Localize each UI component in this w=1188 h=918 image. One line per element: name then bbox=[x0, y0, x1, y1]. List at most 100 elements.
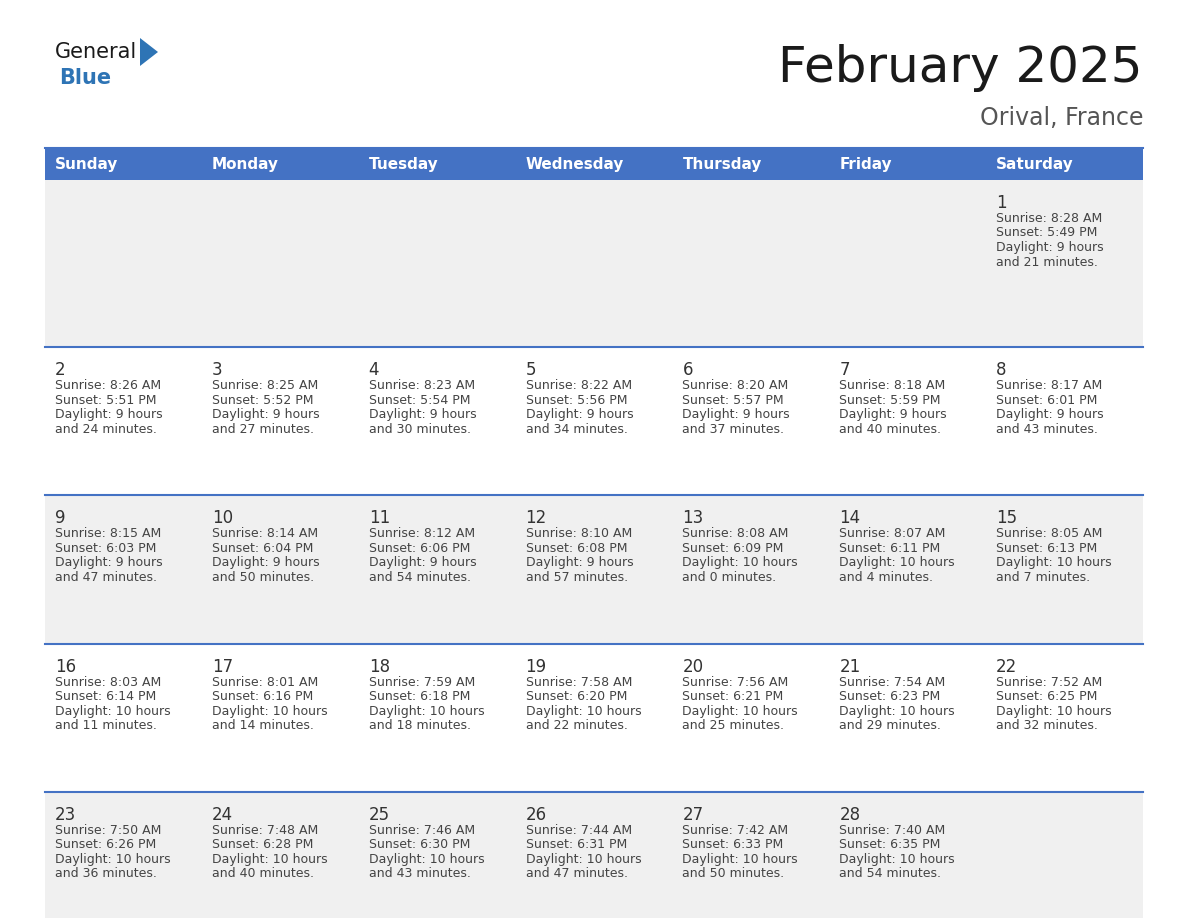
Text: 24: 24 bbox=[211, 806, 233, 823]
Text: Daylight: 9 hours: Daylight: 9 hours bbox=[525, 409, 633, 421]
Text: Daylight: 10 hours: Daylight: 10 hours bbox=[368, 853, 485, 866]
Text: and 29 minutes.: and 29 minutes. bbox=[839, 719, 941, 732]
Text: 22: 22 bbox=[997, 657, 1017, 676]
Bar bbox=[516, 496, 672, 644]
Text: and 11 minutes.: and 11 minutes. bbox=[55, 719, 157, 732]
Text: 17: 17 bbox=[211, 657, 233, 676]
Text: and 47 minutes.: and 47 minutes. bbox=[525, 868, 627, 880]
Text: 21: 21 bbox=[839, 657, 860, 676]
Text: and 50 minutes.: and 50 minutes. bbox=[211, 571, 314, 584]
Text: Daylight: 9 hours: Daylight: 9 hours bbox=[368, 409, 476, 421]
Text: Sunset: 6:11 PM: Sunset: 6:11 PM bbox=[839, 542, 941, 554]
Text: Daylight: 10 hours: Daylight: 10 hours bbox=[839, 853, 955, 866]
Text: Sunset: 6:06 PM: Sunset: 6:06 PM bbox=[368, 542, 470, 554]
Text: and 4 minutes.: and 4 minutes. bbox=[839, 571, 934, 584]
Text: and 40 minutes.: and 40 minutes. bbox=[211, 868, 314, 880]
Bar bbox=[359, 644, 516, 792]
Text: Daylight: 9 hours: Daylight: 9 hours bbox=[368, 556, 476, 569]
Text: and 27 minutes.: and 27 minutes. bbox=[211, 422, 314, 436]
Text: Sunset: 6:23 PM: Sunset: 6:23 PM bbox=[839, 690, 941, 703]
Text: Sunrise: 7:46 AM: Sunrise: 7:46 AM bbox=[368, 823, 475, 837]
Text: and 54 minutes.: and 54 minutes. bbox=[839, 868, 941, 880]
Text: Sunrise: 7:59 AM: Sunrise: 7:59 AM bbox=[368, 676, 475, 688]
Text: Sunrise: 8:17 AM: Sunrise: 8:17 AM bbox=[997, 379, 1102, 392]
Text: February 2025: February 2025 bbox=[778, 44, 1143, 92]
Text: Sunset: 6:25 PM: Sunset: 6:25 PM bbox=[997, 690, 1098, 703]
Text: 23: 23 bbox=[55, 806, 76, 823]
Text: Daylight: 9 hours: Daylight: 9 hours bbox=[997, 409, 1104, 421]
Text: Thursday: Thursday bbox=[682, 156, 762, 172]
Text: Wednesday: Wednesday bbox=[525, 156, 624, 172]
Text: Sunset: 6:33 PM: Sunset: 6:33 PM bbox=[682, 838, 784, 851]
Bar bbox=[45, 496, 202, 644]
Text: Sunset: 6:08 PM: Sunset: 6:08 PM bbox=[525, 542, 627, 554]
Text: Sunset: 5:49 PM: Sunset: 5:49 PM bbox=[997, 227, 1098, 240]
Text: and 34 minutes.: and 34 minutes. bbox=[525, 422, 627, 436]
Text: 4: 4 bbox=[368, 361, 379, 379]
Text: Sunset: 6:20 PM: Sunset: 6:20 PM bbox=[525, 690, 627, 703]
Text: Sunrise: 8:20 AM: Sunrise: 8:20 AM bbox=[682, 379, 789, 392]
Text: Daylight: 10 hours: Daylight: 10 hours bbox=[682, 853, 798, 866]
Text: Sunset: 6:30 PM: Sunset: 6:30 PM bbox=[368, 838, 470, 851]
Text: Daylight: 9 hours: Daylight: 9 hours bbox=[839, 409, 947, 421]
Bar bbox=[672, 347, 829, 496]
Polygon shape bbox=[140, 38, 158, 66]
Text: Sunset: 6:28 PM: Sunset: 6:28 PM bbox=[211, 838, 314, 851]
Bar bbox=[202, 347, 359, 496]
Text: and 25 minutes.: and 25 minutes. bbox=[682, 719, 784, 732]
Bar bbox=[359, 180, 516, 347]
Text: Sunset: 6:31 PM: Sunset: 6:31 PM bbox=[525, 838, 627, 851]
Text: Sunrise: 8:07 AM: Sunrise: 8:07 AM bbox=[839, 528, 946, 541]
Bar bbox=[202, 180, 359, 347]
Bar bbox=[672, 180, 829, 347]
Text: Daylight: 10 hours: Daylight: 10 hours bbox=[211, 853, 328, 866]
Text: Sunset: 6:03 PM: Sunset: 6:03 PM bbox=[55, 542, 157, 554]
Bar bbox=[516, 180, 672, 347]
Text: Sunset: 6:04 PM: Sunset: 6:04 PM bbox=[211, 542, 314, 554]
Text: and 14 minutes.: and 14 minutes. bbox=[211, 719, 314, 732]
Text: and 0 minutes.: and 0 minutes. bbox=[682, 571, 777, 584]
Text: Daylight: 10 hours: Daylight: 10 hours bbox=[682, 556, 798, 569]
Text: Sunrise: 8:14 AM: Sunrise: 8:14 AM bbox=[211, 528, 318, 541]
Text: Sunset: 5:57 PM: Sunset: 5:57 PM bbox=[682, 394, 784, 407]
Text: Sunday: Sunday bbox=[55, 156, 119, 172]
Text: and 37 minutes.: and 37 minutes. bbox=[682, 422, 784, 436]
Text: Sunset: 6:14 PM: Sunset: 6:14 PM bbox=[55, 690, 157, 703]
Text: 6: 6 bbox=[682, 361, 693, 379]
Text: Sunset: 5:59 PM: Sunset: 5:59 PM bbox=[839, 394, 941, 407]
Text: and 7 minutes.: and 7 minutes. bbox=[997, 571, 1091, 584]
Bar bbox=[672, 644, 829, 792]
Bar bbox=[45, 792, 202, 918]
Text: 8: 8 bbox=[997, 361, 1006, 379]
Text: Sunrise: 7:54 AM: Sunrise: 7:54 AM bbox=[839, 676, 946, 688]
Text: and 21 minutes.: and 21 minutes. bbox=[997, 255, 1098, 268]
Text: Daylight: 10 hours: Daylight: 10 hours bbox=[682, 705, 798, 718]
Text: 14: 14 bbox=[839, 509, 860, 528]
Text: Tuesday: Tuesday bbox=[368, 156, 438, 172]
Text: Sunrise: 8:01 AM: Sunrise: 8:01 AM bbox=[211, 676, 318, 688]
Text: and 40 minutes.: and 40 minutes. bbox=[839, 422, 941, 436]
Bar bbox=[986, 347, 1143, 496]
Text: Daylight: 9 hours: Daylight: 9 hours bbox=[55, 556, 163, 569]
Text: Sunset: 5:52 PM: Sunset: 5:52 PM bbox=[211, 394, 314, 407]
Text: Sunrise: 8:28 AM: Sunrise: 8:28 AM bbox=[997, 212, 1102, 225]
Text: 27: 27 bbox=[682, 806, 703, 823]
Text: Daylight: 10 hours: Daylight: 10 hours bbox=[839, 705, 955, 718]
Text: Monday: Monday bbox=[211, 156, 279, 172]
Text: 5: 5 bbox=[525, 361, 536, 379]
Text: Daylight: 9 hours: Daylight: 9 hours bbox=[525, 556, 633, 569]
Text: Daylight: 10 hours: Daylight: 10 hours bbox=[368, 705, 485, 718]
Text: 2: 2 bbox=[55, 361, 65, 379]
Text: Daylight: 9 hours: Daylight: 9 hours bbox=[55, 409, 163, 421]
Bar bbox=[45, 644, 202, 792]
Text: Friday: Friday bbox=[839, 156, 892, 172]
Text: 12: 12 bbox=[525, 509, 546, 528]
Text: 11: 11 bbox=[368, 509, 390, 528]
Bar bbox=[516, 792, 672, 918]
Text: Daylight: 10 hours: Daylight: 10 hours bbox=[997, 556, 1112, 569]
Bar bbox=[45, 148, 1143, 180]
Text: Daylight: 10 hours: Daylight: 10 hours bbox=[525, 705, 642, 718]
Bar bbox=[672, 496, 829, 644]
Text: 9: 9 bbox=[55, 509, 65, 528]
Text: Sunrise: 8:18 AM: Sunrise: 8:18 AM bbox=[839, 379, 946, 392]
